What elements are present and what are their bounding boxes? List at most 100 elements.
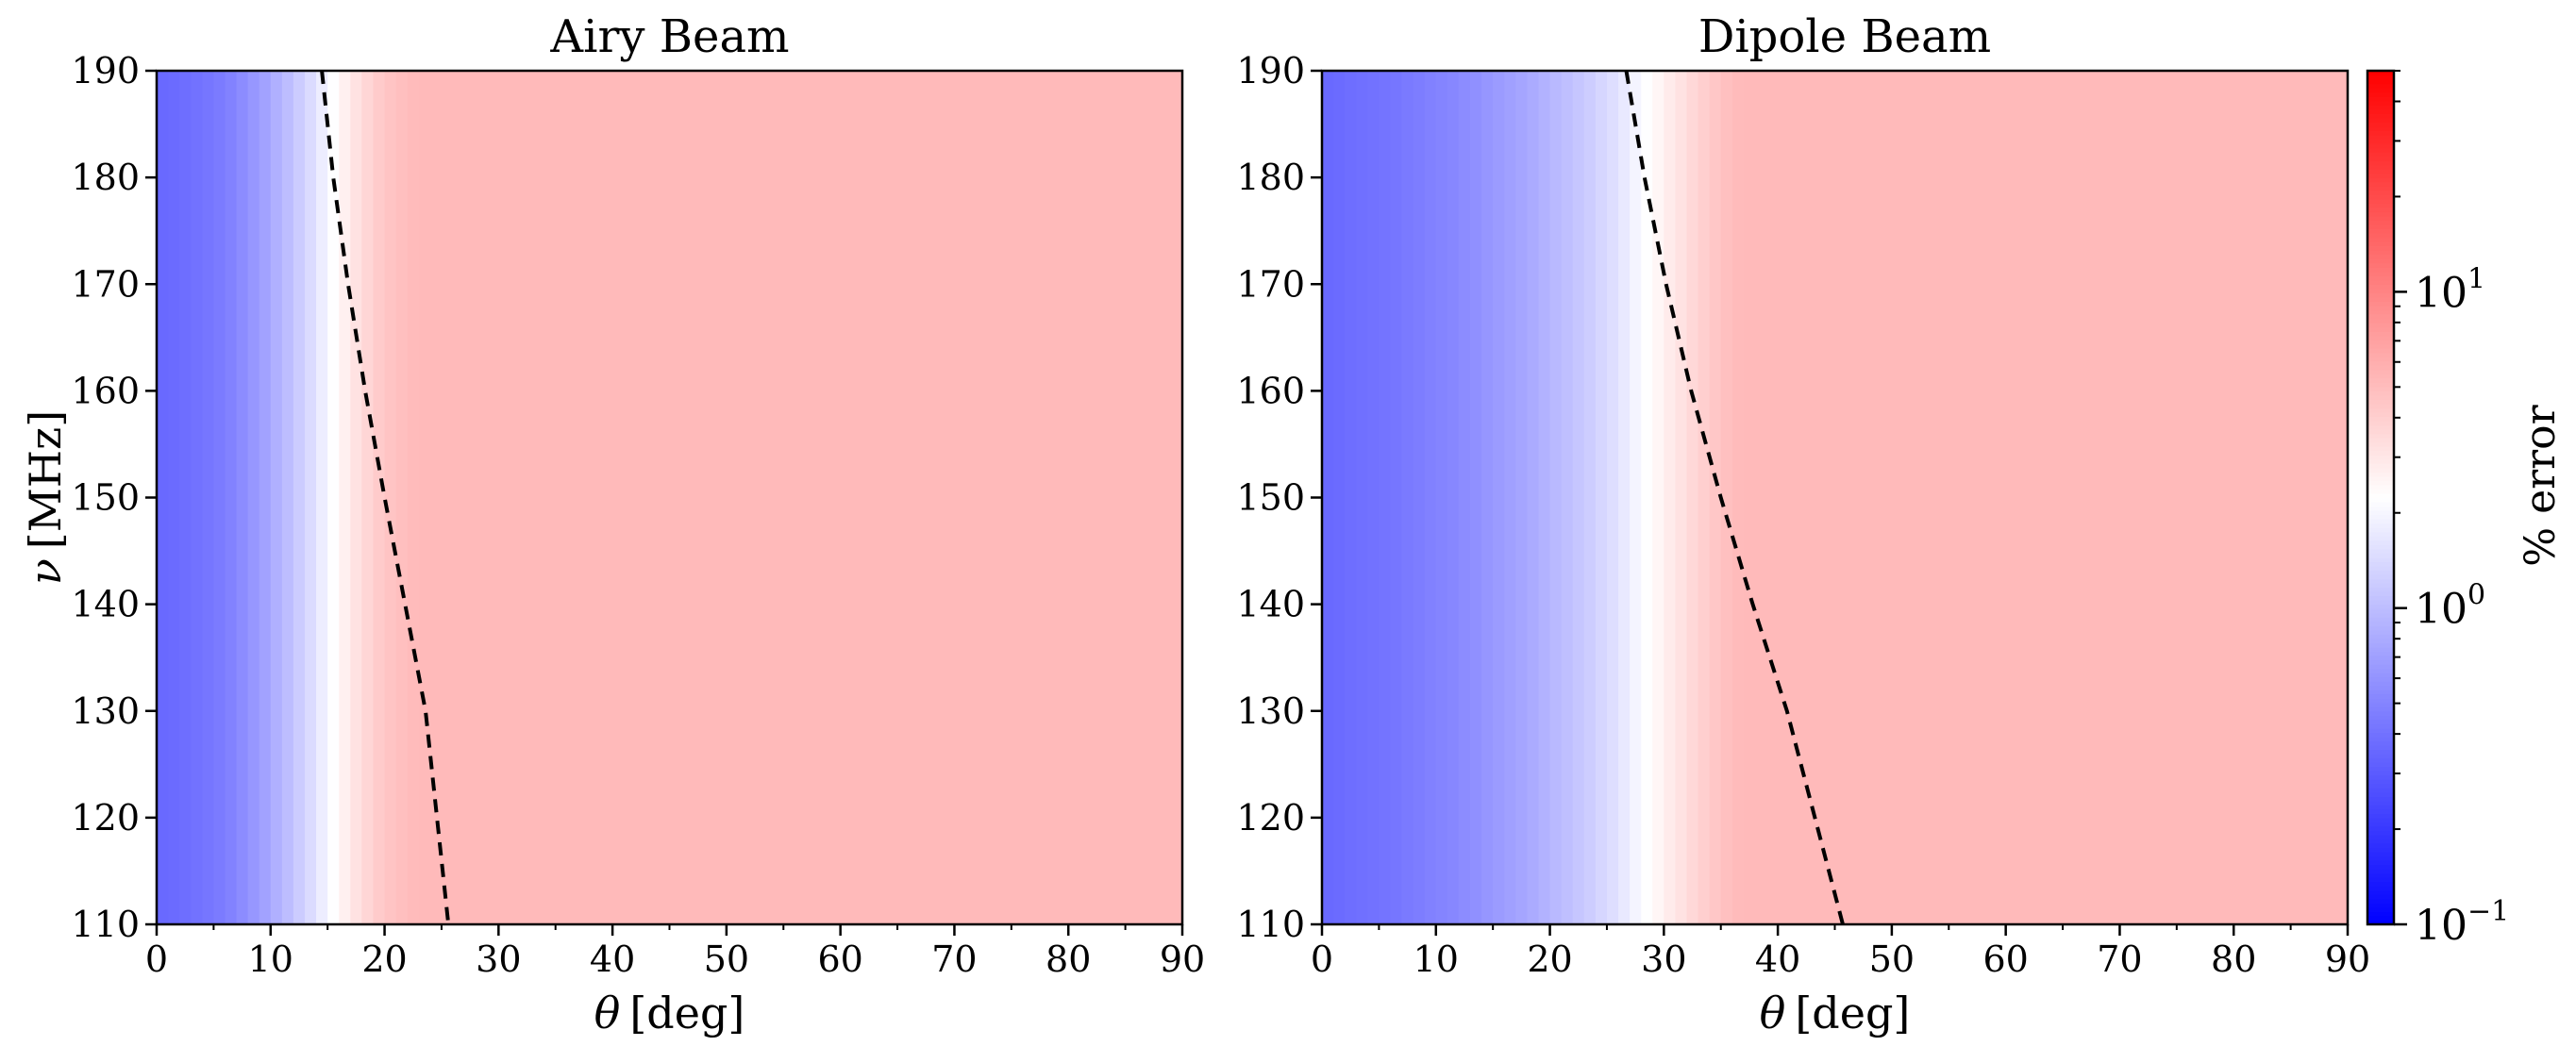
heatmap-cell (851, 71, 864, 924)
heatmap-cell (1800, 71, 1813, 924)
colorbar-segment (2367, 915, 2394, 922)
colorbar-segment (2367, 360, 2394, 366)
colorbar-segment (2367, 719, 2394, 724)
x-tick-label: 20 (1527, 938, 1572, 980)
colorbar-segment (2367, 727, 2394, 733)
colorbar-segment (2367, 553, 2394, 558)
colorbar-segment (2367, 519, 2394, 524)
colorbar-segment (2367, 869, 2394, 874)
heatmap-cell (1926, 71, 1938, 924)
colorbar-segment (2367, 523, 2394, 528)
colorbar-segment (2367, 489, 2394, 494)
colorbar-segment (2367, 254, 2394, 259)
heatmap-cell (669, 71, 682, 924)
heatmap-cell (2199, 71, 2212, 924)
heatmap-cell (1606, 71, 1619, 924)
colorbar-segment (2367, 702, 2394, 707)
colorbar-segment (2367, 450, 2394, 456)
heatmap-cell (909, 71, 921, 924)
colorbar-segment (2367, 79, 2394, 85)
heatmap-cell (407, 71, 420, 924)
heatmap-cell (1754, 71, 1767, 924)
heatmap-cell (281, 71, 294, 924)
heatmap-cell (1994, 71, 2007, 924)
colorbar-segment (2367, 369, 2394, 374)
heatmap-cell (1630, 71, 1642, 924)
heatmap-cell (544, 71, 557, 924)
colorbar-segment (2367, 881, 2394, 887)
heatmap-cell (1033, 71, 1046, 924)
heatmap-cell (954, 71, 967, 924)
heatmap-cell (1778, 71, 1790, 924)
heatmap-cell (2324, 71, 2337, 924)
colorbar-segment (2367, 561, 2394, 567)
colorbar-segment (2367, 421, 2394, 426)
colorbar-segment (2367, 147, 2394, 153)
heatmap-cell (168, 71, 180, 924)
colorbar-segment (2367, 527, 2394, 533)
colorbar-segment (2367, 357, 2394, 362)
heatmap-cell (1356, 71, 1368, 924)
colorbar-segment (2367, 655, 2394, 661)
x-tick-label: 40 (590, 938, 635, 980)
colorbar-segment (2367, 455, 2394, 460)
colorbar-segment (2367, 198, 2394, 204)
heatmap-cell (692, 71, 705, 924)
heatmap-cell (1390, 71, 1403, 924)
heatmap-cell (521, 71, 534, 924)
y-tick-label: 120 (1236, 797, 1305, 839)
y-tick-label: 180 (71, 157, 140, 198)
heatmap-cell (532, 71, 545, 924)
heatmap-cell (1504, 71, 1516, 924)
heatmap-cell (1379, 71, 1392, 924)
colorbar-segment (2367, 186, 2394, 191)
y-tick-label: 160 (71, 370, 140, 411)
heatmap-cell (1857, 71, 1870, 924)
heatmap-cell (703, 71, 716, 924)
colorbar-segment (2367, 779, 2394, 785)
colorbar-segment (2367, 335, 2394, 340)
heatmap-cell (2108, 71, 2121, 924)
colorbar-segment (2367, 604, 2394, 609)
colorbar-segment (2367, 71, 2394, 76)
colorbar-segment (2367, 258, 2394, 264)
colorbar-segment (2367, 279, 2394, 285)
heatmap-cell (920, 71, 932, 924)
colorbar-segment (2367, 215, 2394, 221)
colorbar-segment (2367, 130, 2394, 136)
heatmap-cell (476, 71, 488, 924)
colorbar-segment (2367, 587, 2394, 592)
heatmap-cell (931, 71, 944, 924)
x-tick-label: 0 (145, 938, 168, 980)
colorbar-segment (2367, 275, 2394, 281)
heatmap-cell (1102, 71, 1115, 924)
colorbar-segment (2367, 480, 2394, 486)
colorbar-segment (2367, 446, 2394, 452)
colorbar-segment (2367, 424, 2394, 430)
x-tick-label: 10 (1413, 938, 1459, 980)
colorbar-segment (2367, 894, 2394, 900)
colorbar-segment (2367, 382, 2394, 388)
colorbar-segment (2367, 164, 2394, 170)
colorbar-segment (2367, 788, 2394, 793)
heatmap-cell (1079, 71, 1092, 924)
heatmap-cell (1147, 71, 1161, 924)
colorbar-segment (2367, 403, 2394, 409)
colorbar-segment (2367, 96, 2394, 102)
colorbar-segment (2367, 83, 2394, 89)
x-tick-label: 70 (931, 938, 977, 980)
x-axis-label: θ [deg] (1760, 988, 1911, 1038)
heatmap-cell (1572, 71, 1585, 924)
y-tick-label: 180 (1236, 157, 1305, 198)
heatmap-cell (1435, 71, 1448, 924)
x-tick-label: 70 (2097, 938, 2142, 980)
colorbar-segment (2367, 757, 2394, 763)
colorbar-segment (2367, 715, 2394, 721)
colorbar-segment (2367, 224, 2394, 230)
heatmap-cell (1401, 71, 1414, 924)
colorbar-segment (2367, 573, 2394, 580)
x-tick-label: 90 (2325, 938, 2370, 980)
heatmap-cell (2142, 71, 2155, 924)
heatmap-cell (577, 71, 591, 924)
heatmap-cell (2016, 71, 2030, 924)
